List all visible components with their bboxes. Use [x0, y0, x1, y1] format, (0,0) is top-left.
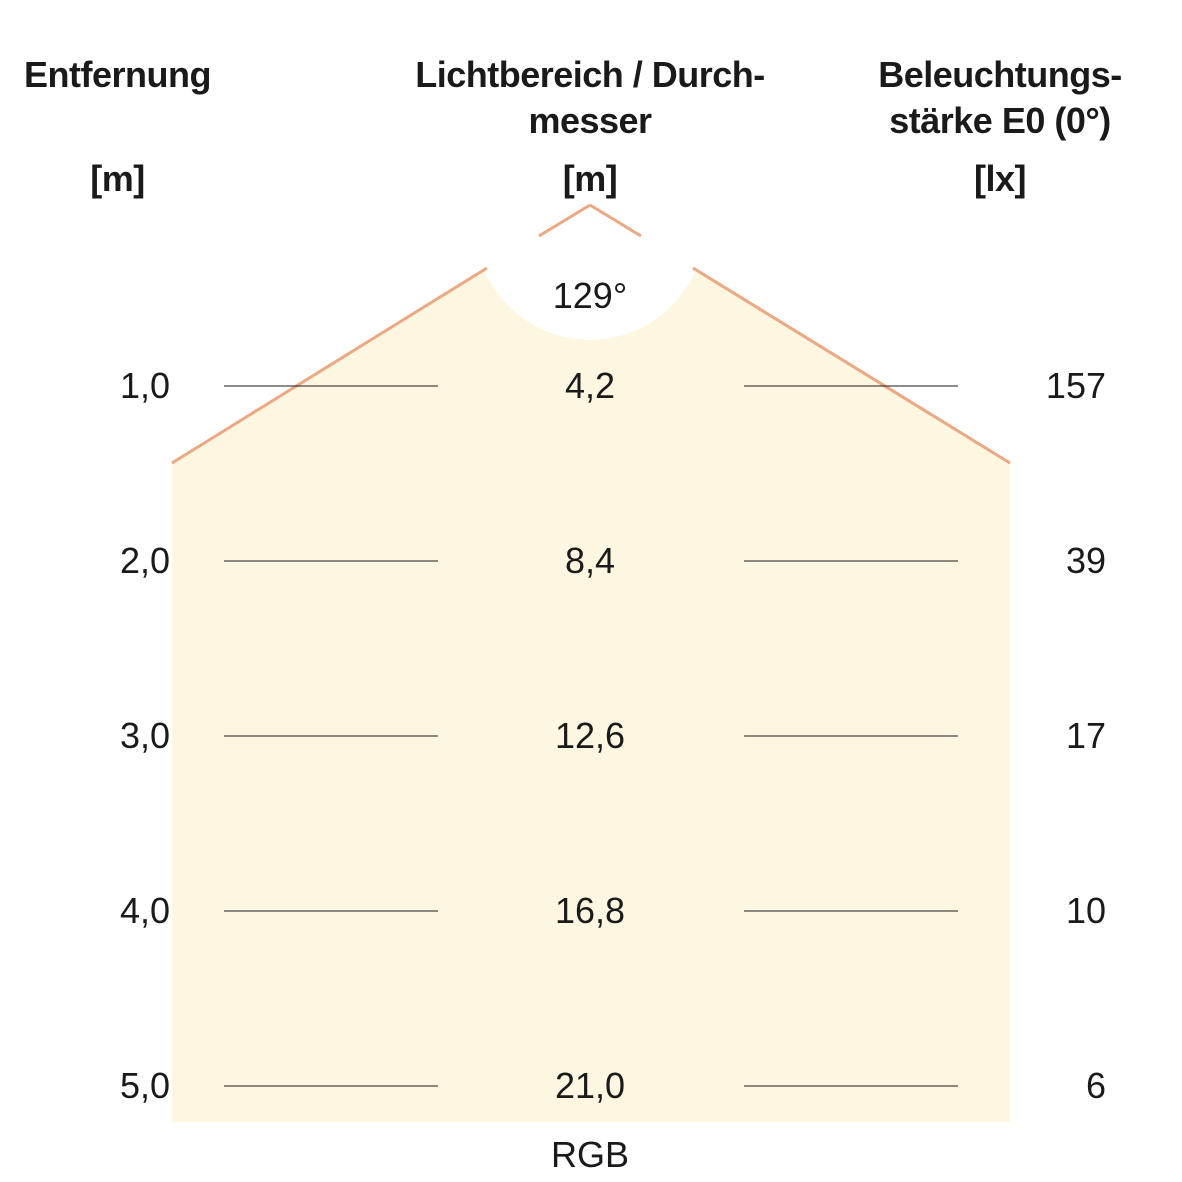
color-variant-label: RGB [550, 1134, 629, 1175]
illuminance-value-4: 10 [1065, 890, 1106, 931]
angle-arc-bottom [476, 205, 700, 323]
distance-header-unit: [m] [90, 158, 145, 199]
illuminance-header-unit: [lx] [974, 158, 1027, 199]
diameter-header-line1: Lichtbereich / Durch- [415, 54, 765, 95]
illuminance-value-3: 17 [1065, 715, 1106, 756]
illuminance-value-1: 157 [1045, 365, 1106, 406]
diameter-header: Lichtbereich / Durch- messer [m] [390, 52, 790, 199]
diameter-value-5: 21,0 [554, 1065, 626, 1106]
illuminance-header-line1: Beleuchtungs- [878, 54, 1122, 95]
illuminance-value-2: 39 [1065, 540, 1106, 581]
illuminance-header: Beleuchtungs- stärke E0 (0°) [lx] [850, 52, 1150, 199]
diameter-header-unit: [m] [562, 158, 618, 199]
beam-edge-left-lower [171, 266, 488, 465]
beam-edge-right-lower [692, 266, 1011, 465]
distance-header: Entfernung [m] [0, 52, 235, 199]
beam-edge-left-upper [538, 203, 591, 238]
diameter-value-1: 4,2 [564, 365, 616, 406]
distance-value-3: 3,0 [119, 715, 170, 756]
diameter-value-3: 12,6 [554, 715, 626, 756]
distance-value-1: 1,0 [119, 365, 170, 406]
beam-angle-label: 129° [552, 275, 628, 316]
light-area [172, 205, 1010, 1122]
diameter-value-4: 16,8 [554, 890, 626, 931]
illuminance-value-5: 6 [1085, 1065, 1106, 1106]
illuminance-header-line2: stärke E0 (0°) [889, 100, 1111, 141]
row-rules [224, 385, 958, 1087]
distance-header-title: Entfernung [24, 54, 211, 95]
distance-value-4: 4,0 [119, 890, 170, 931]
beam-edge-right-upper [589, 203, 642, 238]
distance-value-2: 2,0 [119, 540, 170, 581]
diameter-value-2: 8,4 [564, 540, 616, 581]
diameter-header-line2: messer [528, 100, 652, 141]
distance-value-5: 5,0 [119, 1065, 170, 1106]
